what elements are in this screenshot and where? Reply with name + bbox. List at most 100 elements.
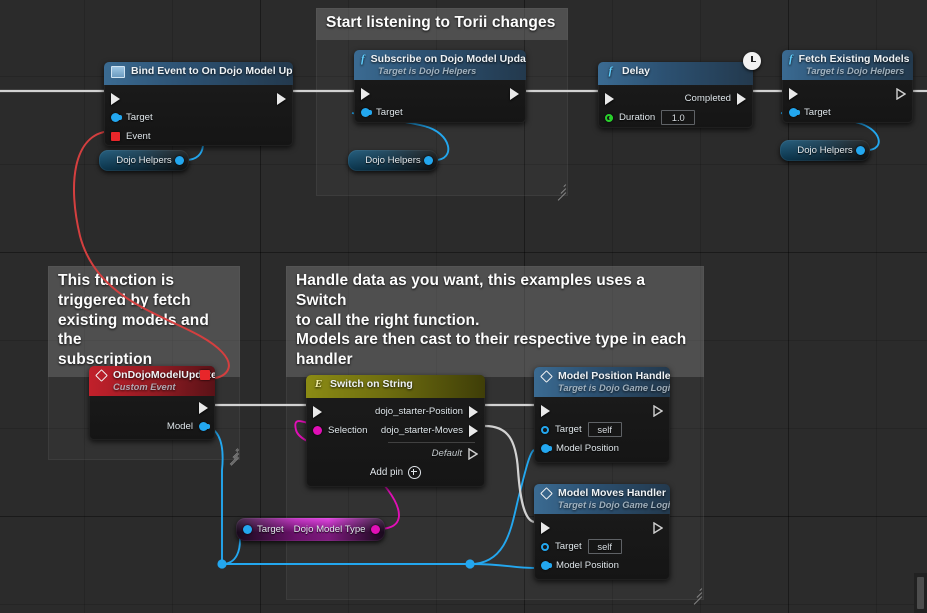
selection-pin[interactable] xyxy=(313,426,322,435)
exec-in-pin[interactable] xyxy=(605,92,614,105)
exec-out-position-pin[interactable] xyxy=(469,405,478,418)
node-header: E Switch on String xyxy=(306,375,485,398)
pin-row-model-position: Model Position xyxy=(534,439,670,458)
scrollbar-thumb[interactable] xyxy=(917,577,924,609)
node-resize-grip-icon[interactable] xyxy=(228,448,240,466)
node-header: Bind Event to On Dojo Model Updated xyxy=(104,62,293,85)
delegate-pin[interactable] xyxy=(111,132,120,141)
node-dojo-model-type[interactable]: Target Dojo Model Type xyxy=(236,518,385,541)
add-pin-button[interactable]: Add pin xyxy=(306,462,485,480)
target-pin[interactable] xyxy=(789,108,800,117)
exec-in-pin[interactable] xyxy=(541,404,550,417)
pin-label: Target xyxy=(804,107,831,118)
comment-box-handle-data[interactable]: Handle data as you want, this examples u… xyxy=(286,266,704,605)
target-value[interactable]: self xyxy=(587,539,622,554)
target-pin[interactable] xyxy=(111,113,122,122)
node-body: dojo_starter-Position Selection dojo_sta… xyxy=(306,398,485,482)
model-position-pin[interactable] xyxy=(541,561,552,570)
pin-label: Target xyxy=(126,112,153,123)
pin-label: Target xyxy=(555,424,582,435)
exec-in-pin[interactable] xyxy=(789,87,798,100)
pin-separator xyxy=(388,442,475,443)
node-model-position-handler[interactable]: Model Position Handler Target is Dojo Ga… xyxy=(534,367,670,463)
variable-out-pin[interactable] xyxy=(424,156,433,165)
pin-row-default: Default xyxy=(306,445,485,462)
event-delegate-pin[interactable] xyxy=(200,370,210,380)
model-out-pin[interactable] xyxy=(199,422,210,431)
pin-label: dojo_starter-Moves xyxy=(380,425,463,436)
dojo-model-type-out-pin[interactable] xyxy=(370,525,380,534)
exec-out-default-pin[interactable] xyxy=(468,447,478,460)
event-icon xyxy=(96,370,107,381)
duration-input[interactable]: 1.0 xyxy=(661,110,696,125)
node-title: OnDojoModelUpdate xyxy=(113,369,215,381)
event-icon xyxy=(541,488,552,499)
pin-label: Duration xyxy=(619,112,656,123)
variable-node-dojo-helpers-2[interactable]: Dojo Helpers xyxy=(348,150,438,171)
exec-out-pin[interactable] xyxy=(199,401,208,414)
event-icon xyxy=(541,371,552,382)
node-subscribe-on-dojo-model-update[interactable]: f Subscribe on Dojo Model Update Target … xyxy=(354,50,526,123)
pin-row-exec: Completed xyxy=(598,89,753,108)
target-pin[interactable] xyxy=(541,542,549,551)
exec-out-pin[interactable] xyxy=(277,92,286,105)
variable-label: Dojo Helpers xyxy=(365,155,421,166)
node-model-moves-handler[interactable]: Model Moves Handler Target is Dojo Game … xyxy=(534,484,670,580)
node-body: Target self Model Position xyxy=(534,514,670,580)
node-body: Target self Model Position xyxy=(534,397,670,463)
pin-row-model: Model xyxy=(89,417,215,436)
exec-out-moves-pin[interactable] xyxy=(469,424,478,437)
exec-out-completed-pin[interactable] xyxy=(737,92,746,105)
resize-grip-icon[interactable] xyxy=(691,587,703,605)
pin-row-selection-moves: Selection dojo_starter-Moves xyxy=(306,421,485,440)
node-title: Fetch Existing Models xyxy=(798,53,910,65)
vertical-scrollbar[interactable] xyxy=(914,573,927,613)
variable-node-dojo-helpers-1[interactable]: Dojo Helpers xyxy=(99,150,189,171)
node-delay[interactable]: f Delay Completed Duration 1.0 xyxy=(598,62,753,128)
node-subtitle: Target is Dojo Helpers xyxy=(806,66,905,76)
model-position-pin[interactable] xyxy=(541,444,552,453)
node-header: Model Moves Handler Target is Dojo Game … xyxy=(534,484,670,514)
target-pin[interactable] xyxy=(541,425,549,434)
duration-pin[interactable] xyxy=(605,113,613,122)
exec-in-pin[interactable] xyxy=(541,521,550,534)
pin-label: Event xyxy=(126,131,151,142)
plus-icon xyxy=(408,466,422,479)
variable-node-dojo-helpers-3[interactable]: Dojo Helpers xyxy=(780,140,870,161)
variable-out-pin[interactable] xyxy=(175,156,184,165)
node-body: Target Event xyxy=(104,85,293,146)
add-pin-label: Add pin xyxy=(369,467,404,478)
exec-in-pin[interactable] xyxy=(111,92,120,105)
node-fetch-existing-models[interactable]: f Fetch Existing Models Target is Dojo H… xyxy=(782,50,913,123)
comment-title: Handle data as you want, this examples u… xyxy=(286,266,704,378)
target-value[interactable]: self xyxy=(587,422,622,437)
pin-row-target: Target xyxy=(354,103,526,122)
function-icon: f xyxy=(608,65,613,77)
node-header: f Subscribe on Dojo Model Update Target … xyxy=(354,50,526,80)
exec-out-pin[interactable] xyxy=(653,521,663,534)
node-header: OnDojoModelUpdate Custom Event xyxy=(89,366,215,396)
exec-out-pin[interactable] xyxy=(653,404,663,417)
node-bind-event-to-on-dojo-model-updated[interactable]: Bind Event to On Dojo Model Updated Targ… xyxy=(104,62,293,146)
comment-box-start-listening[interactable]: Start listening to Torii changes xyxy=(316,8,568,201)
pin-row-duration: Duration 1.0 xyxy=(598,108,753,127)
exec-in-pin[interactable] xyxy=(313,405,322,418)
node-switch-on-string[interactable]: E Switch on String dojo_starter-Position… xyxy=(306,375,485,487)
target-pin[interactable] xyxy=(361,108,372,117)
node-subtitle: Custom Event xyxy=(113,382,176,392)
pin-row-target: Target xyxy=(104,108,293,127)
exec-out-pin[interactable] xyxy=(510,87,519,100)
target-pin[interactable] xyxy=(243,525,252,534)
node-body: Model xyxy=(89,396,215,440)
node-on-dojo-model-update[interactable]: OnDojoModelUpdate Custom Event Model xyxy=(89,366,215,440)
pin-label: Selection xyxy=(328,425,368,436)
pin-label: Target xyxy=(376,107,403,118)
exec-out-pin[interactable] xyxy=(896,87,906,100)
bind-delegate-icon xyxy=(111,65,125,78)
variable-out-pin[interactable] xyxy=(856,146,865,155)
comment-body xyxy=(316,8,568,196)
exec-in-pin[interactable] xyxy=(361,87,370,100)
resize-grip-icon[interactable] xyxy=(555,183,567,201)
pin-label: Model Position xyxy=(556,443,619,454)
